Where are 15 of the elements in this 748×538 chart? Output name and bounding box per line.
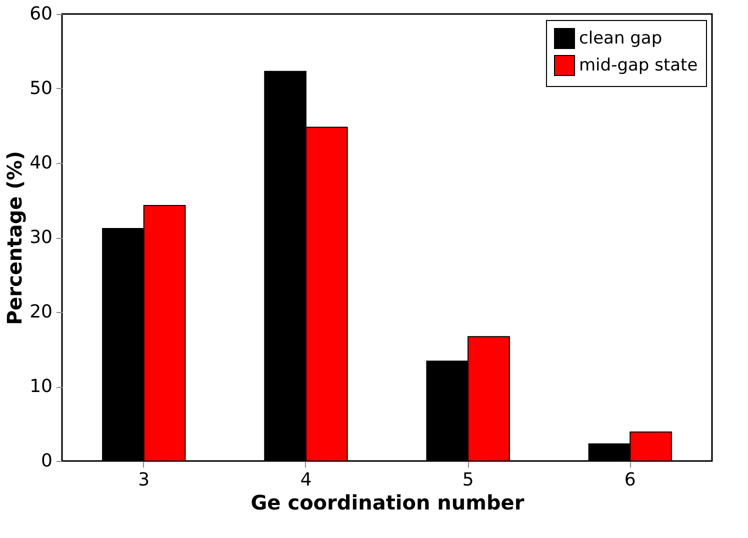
x-tick-label: 6 bbox=[624, 470, 636, 490]
y-tick-label: 0 bbox=[41, 450, 52, 472]
legend-label: mid-gap state bbox=[579, 56, 698, 76]
x-tick-label: 3 bbox=[138, 470, 150, 490]
legend-label: clean gap bbox=[579, 28, 662, 48]
y-tick-label: 10 bbox=[30, 376, 52, 397]
x-tick-label: 4 bbox=[300, 470, 312, 490]
y-tick-label: 40 bbox=[30, 152, 52, 174]
y-tick-label: 60 bbox=[30, 4, 52, 24]
x-axis-title: Ge coordination number bbox=[250, 490, 524, 514]
y-tick-label: 50 bbox=[30, 78, 52, 99]
x-tick-label: 5 bbox=[462, 470, 474, 490]
y-tick-label: 20 bbox=[30, 302, 52, 322]
y-axis-title: Percentage (%) bbox=[2, 151, 27, 325]
y-tick-label: 30 bbox=[30, 227, 52, 248]
